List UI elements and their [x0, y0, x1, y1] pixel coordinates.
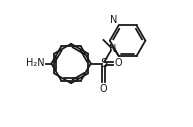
Text: N: N [109, 44, 116, 54]
Text: N: N [110, 15, 118, 25]
Text: O: O [100, 84, 107, 94]
Text: O: O [115, 59, 122, 68]
Text: S: S [100, 57, 107, 70]
Text: H₂N: H₂N [26, 59, 45, 68]
